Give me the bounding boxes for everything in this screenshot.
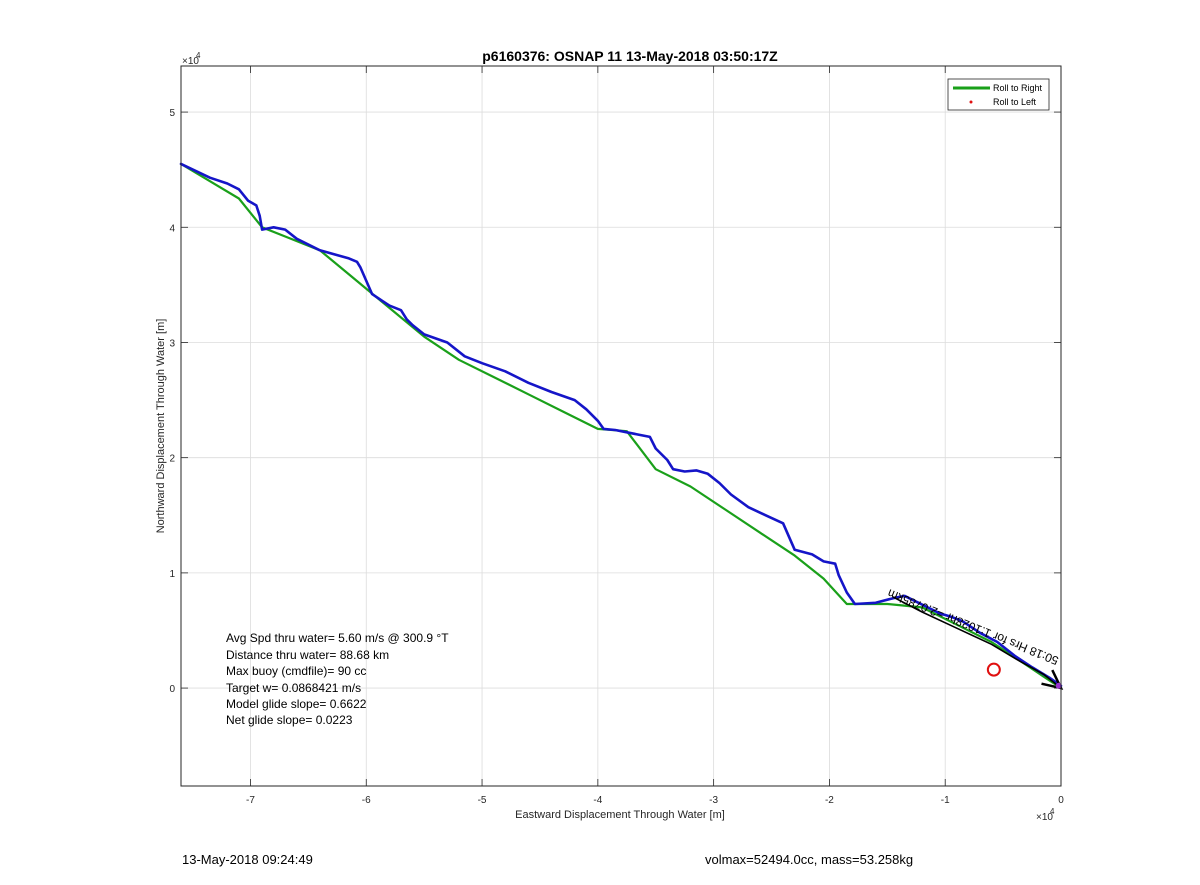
x-axis-label: Eastward Displacement Through Water [m] <box>515 809 725 821</box>
stats-line-model-glide: Model glide slope= 0.6622 <box>226 697 367 711</box>
legend-label-roll-right: Roll to Right <box>993 83 1043 93</box>
y-exponent-power: 4 <box>196 51 201 60</box>
chart-title: p6160376: OSNAP 11 13-May-2018 03:50:17Z <box>482 48 778 64</box>
footer-vol-mass: volmax=52494.0cc, mass=53.258kg <box>705 852 914 867</box>
x-exponent-power: 4 <box>1050 807 1055 816</box>
target-circle-marker <box>986 662 1001 677</box>
stats-line-max-buoy: Max buoy (cmdfile)= 90 cc <box>226 664 366 678</box>
series-line-track <box>179 162 1063 688</box>
stats-line-distance: Distance thru water= 88.68 km <box>226 648 389 662</box>
y-tick-label: 2 <box>169 454 175 465</box>
series <box>179 162 1064 690</box>
axes-box <box>180 65 1062 787</box>
stats-line-target-w: Target w= 0.0868421 m/s <box>226 681 361 695</box>
x-tick-label: -3 <box>709 795 718 806</box>
x-tick-label: -1 <box>941 795 950 806</box>
y-tick-label: 0 <box>169 684 175 695</box>
y-exponent-base: ×10 <box>182 56 199 67</box>
endpoint-dot-marker <box>1055 682 1062 689</box>
y-tick-label: 5 <box>169 108 175 119</box>
x-tick-label: -4 <box>593 795 602 806</box>
x-tick-label: 0 <box>1058 795 1064 806</box>
x-exponent: ×10 4 <box>1036 807 1055 823</box>
stats-line-avg-speed: Avg Spd thru water= 5.60 m/s @ 300.9 °T <box>226 631 449 645</box>
x-exponent-base: ×10 <box>1036 812 1053 823</box>
current-annotation: 50:18 Hrs for 1:1028hr =2.0785km <box>886 586 1061 668</box>
axis-ticks: -7 -6 -5 -4 -3 -2 -1 0 0 1 2 3 4 5 <box>169 66 1064 806</box>
markers <box>986 662 1062 689</box>
stats-text: Avg Spd thru water= 5.60 m/s @ 300.9 °T … <box>226 631 449 727</box>
x-tick-label: -2 <box>825 795 834 806</box>
grid <box>181 66 1062 786</box>
y-tick-label: 3 <box>169 338 175 349</box>
x-tick-label: -6 <box>362 795 371 806</box>
y-tick-label: 4 <box>169 223 175 234</box>
x-tick-label: -5 <box>478 795 487 806</box>
x-tick-label: -7 <box>246 795 255 806</box>
stats-line-net-glide: Net glide slope= 0.0223 <box>226 713 353 727</box>
y-axis-label: Northward Displacement Through Water [m] <box>155 319 167 534</box>
legend-dot-roll-left <box>969 100 973 104</box>
footer-timestamp: 13-May-2018 09:24:49 <box>182 852 313 867</box>
legend-label-roll-left: Roll to Left <box>993 97 1037 107</box>
annotations: 50:18 Hrs for 1:1028hr =2.0785km <box>886 586 1061 668</box>
legend: Roll to Right Roll to Left <box>947 78 1050 111</box>
series-line-current <box>892 596 1062 689</box>
legend-box <box>947 78 1050 111</box>
y-exponent: ×10 4 <box>182 51 201 67</box>
y-tick-label: 1 <box>169 569 175 580</box>
